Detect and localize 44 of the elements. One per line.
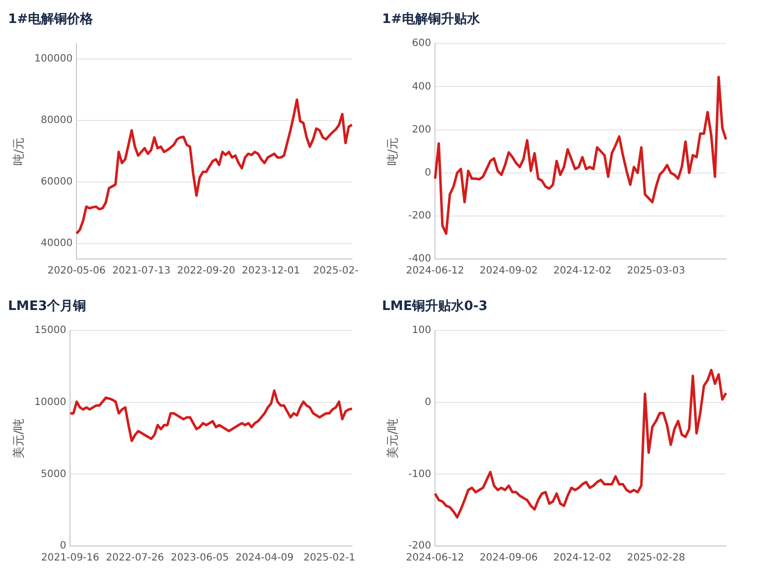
- y-tick-label: 5000: [40, 468, 66, 480]
- y-axis-title: 吨/元: [11, 137, 26, 166]
- y-tick-label: 0: [424, 167, 432, 178]
- y-tick-label: -400: [408, 254, 432, 265]
- x-tick-label: 2024-09-02: [480, 266, 538, 277]
- x-tick-label: 2024-12-02: [553, 552, 612, 564]
- x-tick-label: 2025-02-1: [303, 552, 356, 564]
- y-tick-label: 400: [412, 81, 432, 92]
- chart-title: LME3个月铜: [8, 299, 86, 314]
- y-tick-label: 100000: [34, 54, 73, 65]
- x-tick-label: 2025-02-: [313, 266, 359, 277]
- x-tick-label: 2021-07-13: [112, 266, 170, 277]
- y-axis-title: 美元/吨: [11, 418, 26, 458]
- y-tick-label: 600: [412, 38, 432, 50]
- y-tick-label: -200: [408, 210, 432, 222]
- x-tick-label: 2024-12-02: [553, 266, 612, 277]
- y-axis-title: 吨/元: [385, 137, 400, 166]
- x-tick-label: 2025-02-28: [626, 552, 686, 564]
- y-tick-label: -200: [408, 540, 432, 552]
- x-tick-label: 2023-12-01: [242, 266, 300, 277]
- y-tick-label: -100: [408, 468, 432, 480]
- x-tick-label: 2024-04-09: [235, 552, 294, 564]
- x-tick-label: 2024-06-12: [406, 552, 464, 564]
- x-tick-label: 2024-09-06: [480, 552, 538, 564]
- x-tick-label: 2024-06-12: [406, 266, 464, 277]
- y-tick-label: 0: [60, 540, 66, 552]
- x-tick-label: 2022-07-26: [106, 552, 164, 564]
- chart-title: 1#电解铜升贴水: [382, 11, 481, 28]
- x-tick-label: 2022-09-20: [177, 266, 236, 277]
- y-tick-label: 60000: [40, 176, 73, 188]
- chart-title: LME铜升贴水0-3: [382, 298, 488, 314]
- x-tick-label: 2020-05-06: [48, 266, 106, 277]
- y-tick-label: 100: [412, 325, 432, 336]
- y-tick-label: 200: [412, 124, 432, 136]
- y-axis-title: 美元/吨: [385, 418, 400, 458]
- x-tick-label: 2021-09-16: [41, 552, 100, 564]
- y-tick-label: 10000: [34, 396, 66, 408]
- x-tick-label: 2025-03-03: [626, 266, 686, 277]
- x-tick-label: 2023-06-05: [170, 552, 229, 564]
- chart-title: 1#电解铜价格: [8, 12, 94, 28]
- y-tick-label: 0: [424, 396, 432, 408]
- y-tick-label: 40000: [40, 238, 73, 250]
- y-tick-label: 15000: [34, 325, 66, 336]
- y-tick-label: 80000: [40, 115, 73, 126]
